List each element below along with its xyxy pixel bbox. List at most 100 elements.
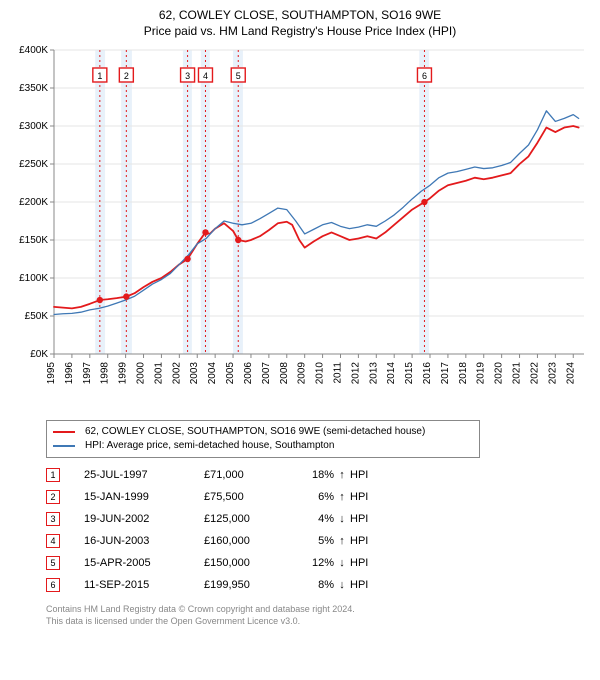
svg-text:2005: 2005 (225, 362, 236, 385)
svg-text:1995: 1995 (46, 362, 57, 385)
svg-text:£0K: £0K (30, 349, 48, 360)
sale-diff-percent: 12% (294, 557, 334, 569)
sale-diff-label: HPI (350, 469, 368, 481)
sale-diff-label: HPI (350, 513, 368, 525)
svg-text:2013: 2013 (368, 362, 379, 385)
svg-text:2021: 2021 (512, 362, 523, 385)
svg-text:2011: 2011 (332, 362, 343, 384)
sale-diff-label: HPI (350, 535, 368, 547)
sales-table: 125-JUL-1997£71,00018%↑HPI215-JAN-1999£7… (46, 464, 588, 596)
sale-marker: 1 (46, 468, 60, 482)
svg-text:£150K: £150K (19, 235, 48, 246)
sale-marker: 2 (46, 490, 60, 504)
sale-marker: 3 (46, 512, 60, 526)
svg-text:1999: 1999 (118, 362, 129, 385)
svg-text:2008: 2008 (279, 362, 290, 385)
sale-diff-percent: 5% (294, 535, 334, 547)
sale-date: 25-JUL-1997 (84, 469, 204, 481)
svg-text:2009: 2009 (297, 362, 308, 385)
svg-text:2004: 2004 (207, 362, 218, 385)
svg-text:1998: 1998 (100, 362, 111, 385)
sale-diff-label: HPI (350, 491, 368, 503)
sale-row: 2 15-JAN-1999£75,5006%↑HPI (46, 486, 588, 508)
sale-row: 3 19-JUN-2002£125,0004%↓HPI (46, 508, 588, 530)
legend-label: HPI: Average price, semi-detached house,… (85, 439, 334, 453)
svg-text:2012: 2012 (350, 362, 361, 385)
svg-text:2002: 2002 (171, 362, 182, 385)
sale-price: £75,500 (204, 491, 294, 503)
legend-swatch (53, 445, 75, 447)
sale-diff-label: HPI (350, 579, 368, 591)
page-root: 62, COWLEY CLOSE, SOUTHAMPTON, SO16 9WE … (0, 0, 600, 680)
svg-text:1: 1 (97, 71, 102, 81)
line-chart: £0K £50K £100K £150K £200K £250K £300K £350K £40… (12, 44, 588, 414)
svg-text:2016: 2016 (422, 362, 433, 385)
svg-text:2015: 2015 (404, 362, 415, 385)
sale-price: £150,000 (204, 557, 294, 569)
sale-row: 1 25-JUL-1997£71,00018%↑HPI (46, 464, 588, 486)
chart-subtitle: Price paid vs. HM Land Registry's House … (12, 24, 588, 38)
sale-price: £160,000 (204, 535, 294, 547)
arrow-down-icon: ↓ (334, 513, 350, 525)
sale-diff-label: HPI (350, 557, 368, 569)
svg-text:3: 3 (185, 71, 190, 81)
arrow-down-icon: ↓ (334, 557, 350, 569)
arrow-up-icon: ↑ (334, 469, 350, 481)
svg-text:2000: 2000 (136, 362, 147, 385)
sale-date: 11-SEP-2015 (84, 579, 204, 591)
legend-label: 62, COWLEY CLOSE, SOUTHAMPTON, SO16 9WE … (85, 425, 425, 439)
svg-text:1997: 1997 (82, 362, 93, 385)
svg-text:£250K: £250K (19, 159, 48, 170)
sale-marker: 5 (46, 556, 60, 570)
svg-text:£300K: £300K (19, 121, 48, 132)
footnote-line-2: This data is licensed under the Open Gov… (46, 616, 588, 628)
sale-diff-percent: 4% (294, 513, 334, 525)
chart-area: £0K £50K £100K £150K £200K £250K £300K £350K £40… (12, 44, 588, 414)
svg-text:4: 4 (203, 71, 208, 81)
legend-swatch (53, 431, 75, 433)
sale-marker: 6 (46, 578, 60, 592)
sale-marker: 4 (46, 534, 60, 548)
sale-price: £71,000 (204, 469, 294, 481)
svg-text:£50K: £50K (25, 311, 49, 322)
svg-text:2019: 2019 (476, 362, 487, 385)
svg-text:2003: 2003 (189, 362, 200, 385)
sale-date: 19-JUN-2002 (84, 513, 204, 525)
svg-text:2014: 2014 (386, 362, 397, 385)
sale-diff-percent: 6% (294, 491, 334, 503)
svg-text:2007: 2007 (261, 362, 272, 385)
svg-text:2020: 2020 (494, 362, 505, 385)
sale-price: £125,000 (204, 513, 294, 525)
sale-date: 16-JUN-2003 (84, 535, 204, 547)
sale-row: 6 11-SEP-2015£199,9508%↓HPI (46, 574, 588, 596)
arrow-up-icon: ↑ (334, 535, 350, 547)
svg-text:2017: 2017 (440, 362, 451, 385)
legend-box: 62, COWLEY CLOSE, SOUTHAMPTON, SO16 9WE … (46, 420, 480, 458)
svg-text:2006: 2006 (243, 362, 254, 385)
svg-text:£400K: £400K (19, 45, 48, 56)
sale-diff-percent: 8% (294, 579, 334, 591)
svg-text:£200K: £200K (19, 197, 48, 208)
svg-text:2023: 2023 (547, 362, 558, 385)
svg-text:1996: 1996 (64, 362, 75, 385)
svg-text:2001: 2001 (153, 362, 164, 385)
footnote-line-1: Contains HM Land Registry data © Crown c… (46, 604, 588, 616)
svg-text:2010: 2010 (315, 362, 326, 385)
svg-text:2022: 2022 (529, 362, 540, 385)
sale-date: 15-JAN-1999 (84, 491, 204, 503)
sale-date: 15-APR-2005 (84, 557, 204, 569)
arrow-down-icon: ↓ (334, 579, 350, 591)
legend-item: 62, COWLEY CLOSE, SOUTHAMPTON, SO16 9WE … (53, 425, 473, 439)
svg-text:2024: 2024 (565, 362, 576, 385)
svg-text:5: 5 (236, 71, 241, 81)
svg-text:£100K: £100K (19, 273, 48, 284)
sale-row: 4 16-JUN-2003£160,0005%↑HPI (46, 530, 588, 552)
sale-diff-percent: 18% (294, 469, 334, 481)
arrow-up-icon: ↑ (334, 491, 350, 503)
footnote: Contains HM Land Registry data © Crown c… (46, 604, 588, 627)
svg-text:2018: 2018 (458, 362, 469, 385)
svg-text:£350K: £350K (19, 83, 48, 94)
chart-title: 62, COWLEY CLOSE, SOUTHAMPTON, SO16 9WE (12, 8, 588, 22)
svg-text:2: 2 (124, 71, 129, 81)
sale-price: £199,950 (204, 579, 294, 591)
